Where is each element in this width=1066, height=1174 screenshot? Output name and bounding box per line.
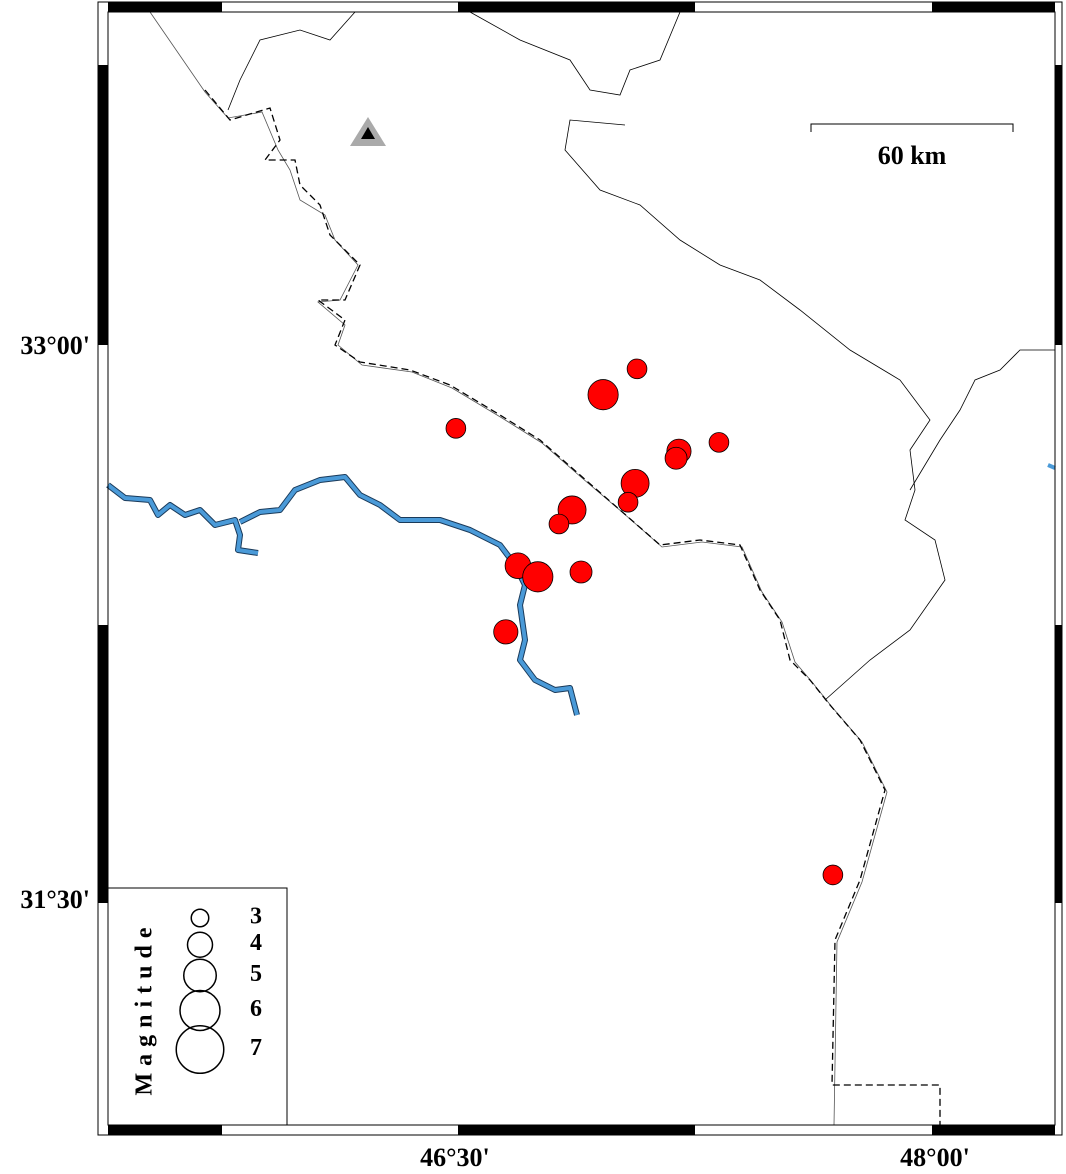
legend: Magnitude	[107, 887, 288, 1126]
basemap	[106, 11, 1056, 1126]
coast-line	[469, 11, 681, 96]
band	[108, 1125, 222, 1135]
station-inner	[361, 127, 375, 139]
border-solid	[149, 11, 888, 1126]
band	[1055, 65, 1062, 345]
legend-circle	[179, 989, 221, 1032]
band	[458, 2, 695, 12]
band	[98, 65, 108, 345]
province-line	[564, 119, 946, 701]
province-line	[909, 349, 1055, 491]
tick-labels: 46°30' 48°00' 31°30' 33°00'	[20, 331, 969, 1172]
legend-label: 5	[250, 961, 262, 987]
legend-circle	[175, 1025, 225, 1074]
station	[350, 117, 386, 146]
event	[664, 446, 688, 470]
coast-line	[227, 11, 356, 111]
legend-circle	[186, 931, 214, 958]
event	[626, 358, 648, 380]
y-tick-label: 31°30'	[20, 885, 90, 914]
scale-line	[810, 123, 1014, 132]
band	[458, 1125, 695, 1135]
event	[617, 491, 639, 513]
legend-box	[107, 887, 288, 1126]
legend-circle	[190, 908, 210, 928]
water	[1047, 463, 1056, 470]
event	[587, 379, 619, 411]
event	[522, 561, 554, 593]
legend-label: 6	[250, 996, 262, 1022]
event	[569, 560, 593, 584]
legend-circle	[183, 958, 217, 993]
frame	[97, 1, 1063, 1136]
band	[108, 2, 222, 12]
legend-label: 3	[250, 904, 262, 930]
legend-label: 4	[250, 930, 262, 956]
event	[822, 864, 844, 886]
band	[932, 1125, 1055, 1135]
event	[445, 418, 467, 439]
river	[106, 475, 579, 716]
event	[548, 513, 570, 535]
band	[932, 2, 1055, 12]
legend-label: 7	[250, 1035, 262, 1061]
x-tick-label: 48°00'	[900, 1143, 970, 1172]
legend-items: 34 5 6 7	[175, 904, 262, 1074]
scale-bar: 60 km	[810, 123, 1014, 170]
x-tick-label: 46°30'	[420, 1143, 490, 1172]
scale-label: 60 km	[878, 141, 947, 170]
frame-bands	[98, 2, 1062, 1135]
band	[1055, 625, 1062, 903]
band	[98, 625, 108, 903]
border-dashed	[204, 89, 941, 1125]
event	[708, 432, 730, 453]
y-tick-label: 33°00'	[20, 331, 90, 360]
legend-title: Magnitude	[132, 920, 158, 1095]
events	[445, 358, 844, 886]
event	[493, 619, 519, 645]
